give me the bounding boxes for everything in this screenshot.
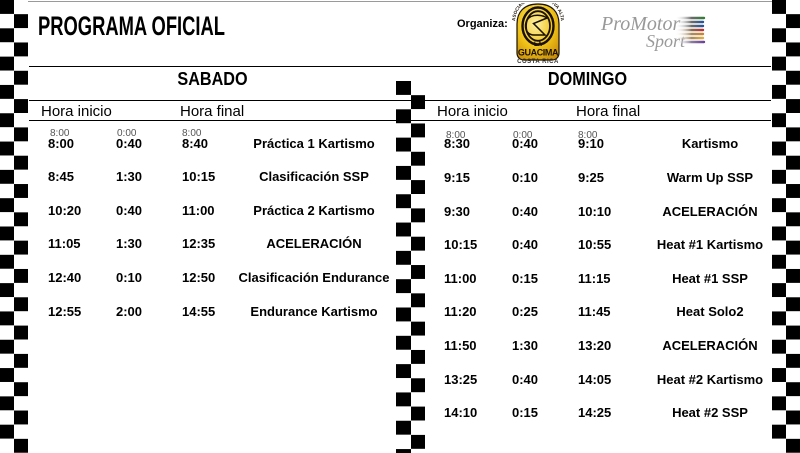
svg-text:GUACIMA: GUACIMA [518,48,559,58]
